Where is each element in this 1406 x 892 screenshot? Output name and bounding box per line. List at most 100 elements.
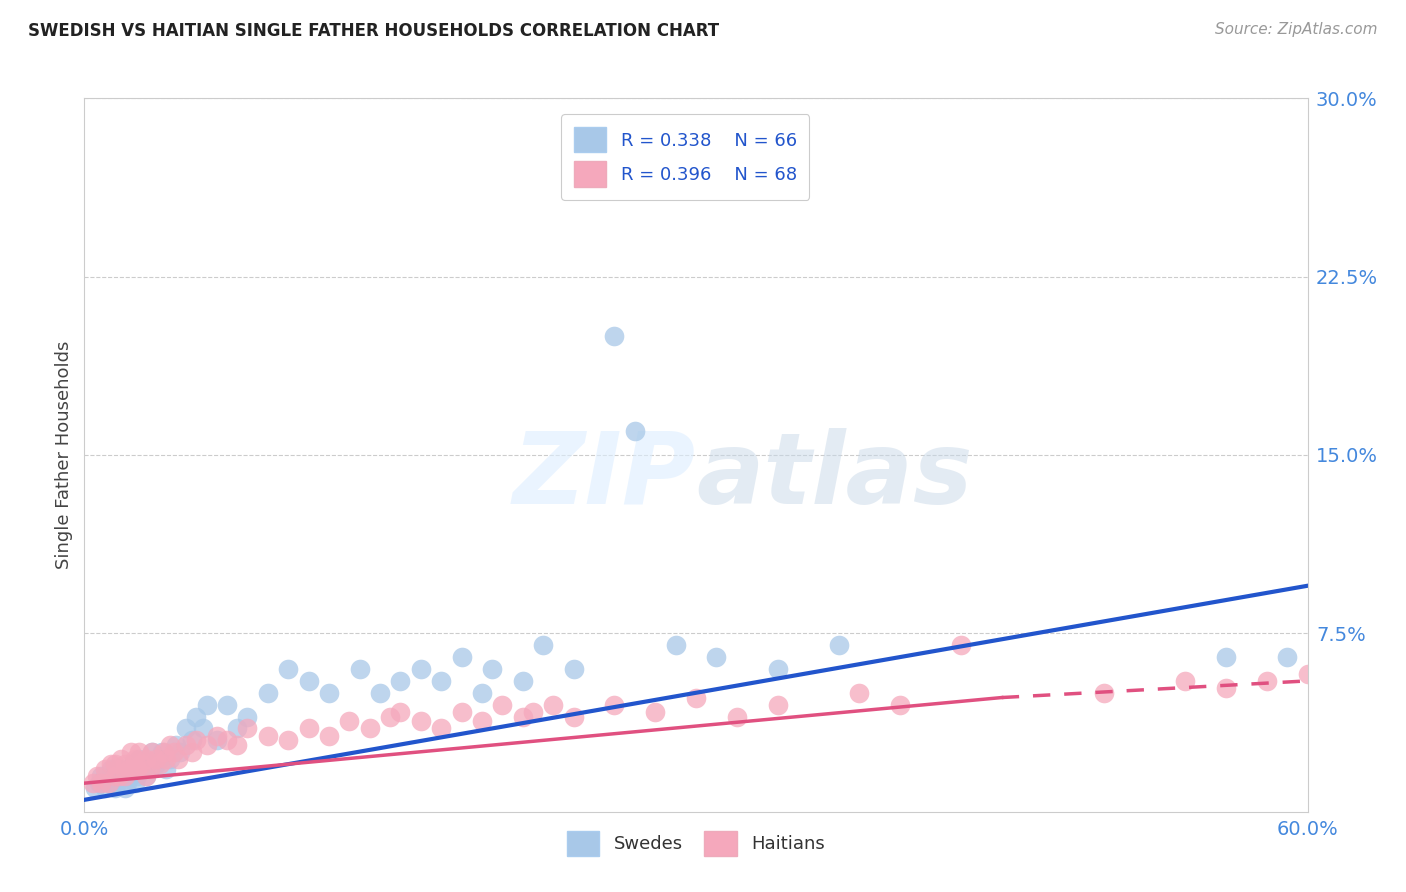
Point — [531, 638, 554, 652]
Point — [889, 698, 911, 712]
Point — [181, 745, 204, 759]
Point — [118, 762, 141, 776]
Point — [155, 762, 177, 776]
Point — [108, 769, 131, 783]
Point — [543, 698, 565, 712]
Point — [1215, 681, 1237, 695]
Point — [339, 714, 361, 729]
Point — [120, 745, 142, 759]
Point — [90, 776, 112, 790]
Point — [100, 762, 122, 776]
Point — [181, 733, 204, 747]
Point — [409, 662, 432, 676]
Point — [105, 776, 128, 790]
Point — [1092, 686, 1115, 700]
Point — [114, 769, 136, 783]
Point — [118, 762, 141, 776]
Point — [298, 722, 321, 736]
Point — [127, 762, 149, 776]
Point — [318, 686, 340, 700]
Point — [114, 780, 136, 795]
Point — [149, 752, 172, 766]
Point — [481, 662, 503, 676]
Point — [90, 769, 112, 783]
Point — [226, 738, 249, 752]
Point — [141, 745, 163, 759]
Point — [93, 769, 117, 783]
Point — [149, 757, 172, 772]
Point — [114, 769, 136, 783]
Point — [725, 709, 748, 723]
Point — [87, 776, 110, 790]
Point — [1277, 650, 1299, 665]
Point — [298, 673, 321, 688]
Point — [138, 762, 160, 776]
Point — [380, 709, 402, 723]
Point — [186, 733, 208, 747]
Point — [603, 698, 626, 712]
Point — [471, 714, 494, 729]
Point — [603, 329, 626, 343]
Point — [195, 698, 218, 712]
Text: SWEDISH VS HAITIAN SINGLE FATHER HOUSEHOLDS CORRELATION CHART: SWEDISH VS HAITIAN SINGLE FATHER HOUSEHO… — [28, 22, 720, 40]
Point — [110, 769, 132, 783]
Point — [165, 738, 187, 752]
Point — [562, 709, 585, 723]
Point — [848, 686, 870, 700]
Point — [108, 762, 131, 776]
Point — [83, 780, 105, 795]
Point — [950, 638, 973, 652]
Point — [217, 698, 239, 712]
Point — [491, 698, 513, 712]
Point — [124, 752, 146, 766]
Point — [277, 662, 299, 676]
Point — [236, 722, 259, 736]
Point — [159, 738, 181, 752]
Point — [135, 769, 157, 783]
Point — [169, 745, 191, 759]
Point — [100, 757, 122, 772]
Point — [97, 776, 120, 790]
Point — [450, 650, 472, 665]
Point — [128, 745, 150, 759]
Point — [522, 705, 544, 719]
Point — [138, 762, 160, 776]
Point — [471, 686, 494, 700]
Point — [127, 769, 149, 783]
Point — [145, 752, 167, 766]
Point — [1296, 666, 1319, 681]
Point — [145, 757, 167, 772]
Point — [110, 752, 132, 766]
Point — [389, 673, 412, 688]
Point — [150, 745, 173, 759]
Point — [1174, 673, 1197, 688]
Point — [706, 650, 728, 665]
Point — [409, 714, 432, 729]
Text: Source: ZipAtlas.com: Source: ZipAtlas.com — [1215, 22, 1378, 37]
Point — [115, 776, 138, 790]
Point — [124, 762, 146, 776]
Point — [349, 662, 371, 676]
Point — [624, 424, 647, 438]
Point — [135, 752, 157, 766]
Point — [430, 722, 453, 736]
Point — [104, 769, 127, 783]
Point — [159, 752, 181, 766]
Y-axis label: Single Father Households: Single Father Households — [55, 341, 73, 569]
Point — [1215, 650, 1237, 665]
Point — [122, 757, 145, 772]
Point — [124, 776, 146, 790]
Point — [176, 738, 198, 752]
Point — [114, 757, 136, 772]
Point — [135, 769, 157, 783]
Point — [122, 762, 145, 776]
Point — [191, 722, 214, 736]
Point — [368, 686, 391, 700]
Point — [828, 638, 851, 652]
Point — [236, 709, 259, 723]
Text: ZIP: ZIP — [513, 428, 696, 524]
Point — [277, 733, 299, 747]
Point — [217, 733, 239, 747]
Point — [257, 686, 280, 700]
Point — [153, 745, 176, 759]
